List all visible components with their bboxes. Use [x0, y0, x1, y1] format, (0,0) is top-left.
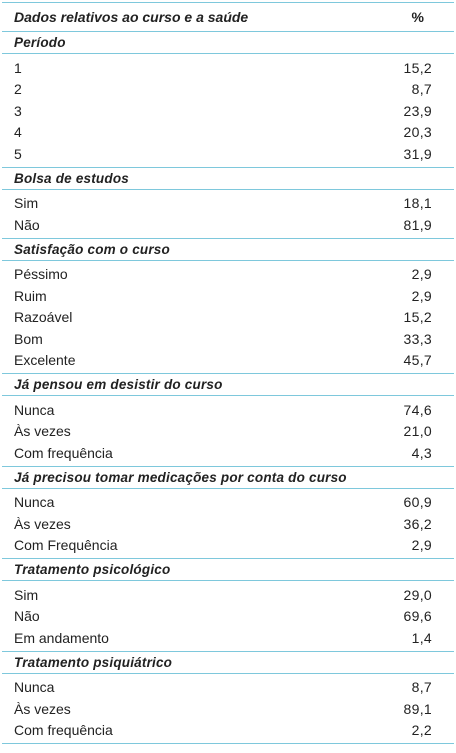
row-value: 74,6 [403, 401, 432, 418]
table-row: 2 8,7 [2, 79, 454, 101]
row-label: Não [14, 216, 40, 233]
section-title: Satisfação com o curso [2, 239, 454, 261]
table-row: Bom 33,3 [2, 328, 454, 350]
row-value: 4,3 [411, 444, 432, 461]
row-label: Em andamento [14, 629, 109, 646]
section-group: Nunca 74,6 Às vezes 21,0 Com frequência 4,3 [2, 396, 454, 467]
row-label: Sim [14, 586, 39, 603]
row-value: 8,7 [411, 81, 432, 98]
row-value: 21,0 [403, 423, 432, 440]
table-row: Às vezes 89,1 [2, 698, 454, 720]
section-group: Sim 18,1 Não 81,9 [2, 190, 454, 239]
row-label: 5 [14, 145, 22, 162]
row-value: 33,3 [403, 330, 432, 347]
row-value: 1,4 [411, 629, 432, 646]
table-row: Com frequência 4,3 [2, 442, 454, 464]
row-value: 15,2 [403, 59, 432, 76]
table-row: 5 31,9 [2, 143, 454, 165]
row-value: 23,9 [403, 102, 432, 119]
table-row: Excelente 45,7 [2, 350, 454, 372]
section-group: Nunca 60,9 Às vezes 36,2 Com Frequência 2,9 [2, 489, 454, 559]
row-label: Ruim [14, 287, 47, 304]
row-label: Com Frequência [14, 537, 118, 554]
table-row: Sim 18,1 [2, 193, 454, 215]
row-value: 2,9 [411, 537, 432, 554]
row-value: 29,0 [403, 586, 432, 603]
section-title: Período [2, 32, 454, 54]
data-table: Dados relativos ao curso e a saúde % Per… [2, 2, 454, 744]
section-group: Péssimo 2,9 Ruim 2,9 Razoável 15,2 Bom 33,3 Exce… [2, 261, 454, 374]
table-row: Com Frequência 2,9 [2, 535, 454, 557]
row-value: 20,3 [403, 124, 432, 141]
row-label: Às vezes [14, 700, 71, 717]
row-label: Não [14, 608, 40, 625]
row-label: Nunca [14, 401, 55, 418]
row-value: 2,9 [411, 287, 432, 304]
table-row: Não 69,6 [2, 606, 454, 628]
row-label: Às vezes [14, 423, 71, 440]
row-value: 45,7 [403, 352, 432, 369]
header-label: Dados relativos ao curso e a saúde [14, 9, 249, 25]
section-title: Tratamento psicológico [2, 559, 454, 581]
row-value: 2,9 [411, 266, 432, 283]
table-row: Nunca 8,7 [2, 677, 454, 699]
table-row: Às vezes 36,2 [2, 513, 454, 535]
table-body: Período 1 15,2 2 8,7 3 23,9 4 20,3 5 31,9 Bolsa de … [2, 32, 454, 744]
section-title: Já pensou em desistir do curso [2, 374, 454, 396]
table-row: Nunca 74,6 [2, 399, 454, 421]
table-row: Sim 29,0 [2, 584, 454, 606]
header-percent: % [411, 9, 424, 25]
row-value: 15,2 [403, 309, 432, 326]
row-value: 2,2 [411, 722, 432, 739]
row-label: 1 [14, 59, 22, 76]
row-value: 31,9 [403, 145, 432, 162]
row-label: 2 [14, 81, 22, 98]
row-label: Nunca [14, 679, 55, 696]
table-row: Razoável 15,2 [2, 307, 454, 329]
table-row: 3 23,9 [2, 100, 454, 122]
table-header: Dados relativos ao curso e a saúde % [2, 2, 454, 32]
table-row: Ruim 2,9 [2, 285, 454, 307]
section-group: 1 15,2 2 8,7 3 23,9 4 20,3 5 31,9 [2, 54, 454, 168]
row-label: Com frequência [14, 444, 113, 461]
row-label: 4 [14, 124, 22, 141]
section-group: Sim 29,0 Não 69,6 Em andamento 1,4 [2, 581, 454, 652]
row-value: 8,7 [411, 679, 432, 696]
row-label: Péssimo [14, 266, 68, 283]
table-row: 4 20,3 [2, 122, 454, 144]
row-label: Sim [14, 195, 39, 212]
row-value: 89,1 [403, 700, 432, 717]
row-value: 18,1 [403, 195, 432, 212]
section-title: Tratamento psiquiátrico [2, 652, 454, 674]
section-title: Bolsa de estudos [2, 168, 454, 190]
section-title: Já precisou tomar medicações por conta d… [2, 467, 454, 489]
row-label: 3 [14, 102, 22, 119]
table-row: Nunca 60,9 [2, 492, 454, 514]
table-row: 1 15,2 [2, 57, 454, 79]
table-row: Com frequência 2,2 [2, 720, 454, 742]
section-group: Nunca 8,7 Às vezes 89,1 Com frequência 2,2 [2, 674, 454, 744]
table-row: Péssimo 2,9 [2, 264, 454, 286]
row-label: Razoável [14, 309, 73, 326]
row-value: 60,9 [403, 494, 432, 511]
row-value: 69,6 [403, 608, 432, 625]
table-row: Às vezes 21,0 [2, 421, 454, 443]
row-label: Bom [14, 330, 43, 347]
table-row: Não 81,9 [2, 214, 454, 236]
row-label: Excelente [14, 352, 76, 369]
table-row: Em andamento 1,4 [2, 627, 454, 649]
row-value: 36,2 [403, 515, 432, 532]
row-value: 81,9 [403, 216, 432, 233]
row-label: Com frequência [14, 722, 113, 739]
row-label: Nunca [14, 494, 55, 511]
row-label: Às vezes [14, 515, 71, 532]
